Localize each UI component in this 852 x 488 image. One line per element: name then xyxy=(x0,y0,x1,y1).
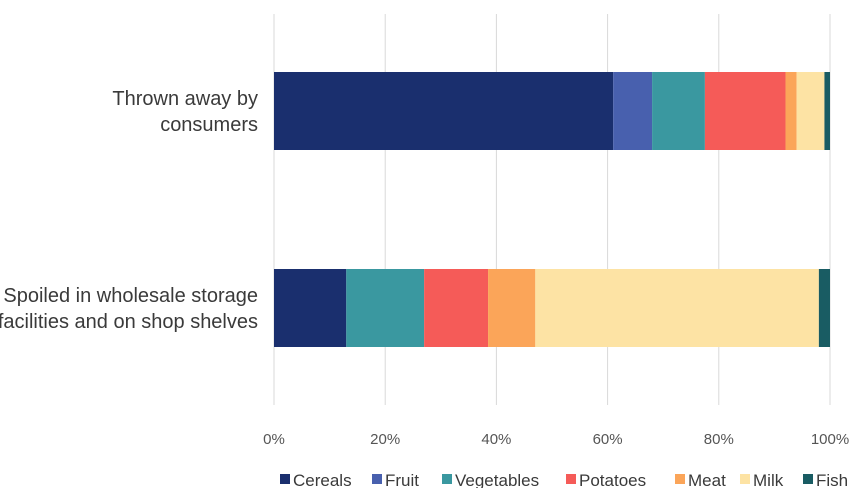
x-tick-label: 40% xyxy=(481,431,511,448)
legend-label-vegetables: Vegetables xyxy=(455,471,539,488)
legend-label-fruit: Fruit xyxy=(385,471,419,488)
legend-swatch-milk xyxy=(740,474,750,484)
bars xyxy=(274,72,830,347)
x-tick-label: 60% xyxy=(593,431,623,448)
legend-label-fish: Fish xyxy=(816,471,848,488)
x-axis-ticks: 0% 20% 40% 60% 80% 100% xyxy=(263,431,849,448)
bar-segment-fish xyxy=(824,72,830,150)
bar-segment-meat xyxy=(785,72,797,150)
legend-swatch-fruit xyxy=(372,474,382,484)
bar-segment-meat xyxy=(488,269,536,347)
legend-swatch-cereals xyxy=(280,474,290,484)
category-label: Spoiled in wholesale storage xyxy=(3,285,258,307)
legend-swatch-fish xyxy=(803,474,813,484)
category-label: facilities and on shop shelves xyxy=(0,311,258,333)
x-tick-label: 0% xyxy=(263,431,285,448)
x-tick-label: 100% xyxy=(811,431,849,448)
bar-segment-potatoes xyxy=(424,269,489,347)
legend-label-potatoes: Potatoes xyxy=(579,471,646,488)
bar-segment-cereals xyxy=(274,269,347,347)
bar-segment-milk xyxy=(535,269,819,347)
bar-segment-potatoes xyxy=(704,72,786,150)
category-labels: Thrown away by consumers Spoiled in wholes… xyxy=(0,88,258,333)
bar-segment-cereals xyxy=(274,72,614,150)
legend: Cereals Fruit Vegetables Potatoes Meat Milk Fi… xyxy=(280,471,848,488)
legend-label-cereals: Cereals xyxy=(293,471,352,488)
legend-swatch-potatoes xyxy=(566,474,576,484)
bar-segment-vegetables xyxy=(652,72,705,150)
legend-label-meat: Meat xyxy=(688,471,726,488)
legend-swatch-vegetables xyxy=(442,474,452,484)
bar-segment-vegetables xyxy=(346,269,425,347)
category-label: consumers xyxy=(160,114,258,136)
bar-segment-fish xyxy=(818,269,830,347)
x-tick-label: 80% xyxy=(704,431,734,448)
bar-segment-fruit xyxy=(613,72,653,150)
legend-swatch-meat xyxy=(675,474,685,484)
legend-label-milk: Milk xyxy=(753,471,784,488)
x-tick-label: 20% xyxy=(370,431,400,448)
category-label: Thrown away by xyxy=(112,88,258,110)
bar-segment-milk xyxy=(796,72,825,150)
